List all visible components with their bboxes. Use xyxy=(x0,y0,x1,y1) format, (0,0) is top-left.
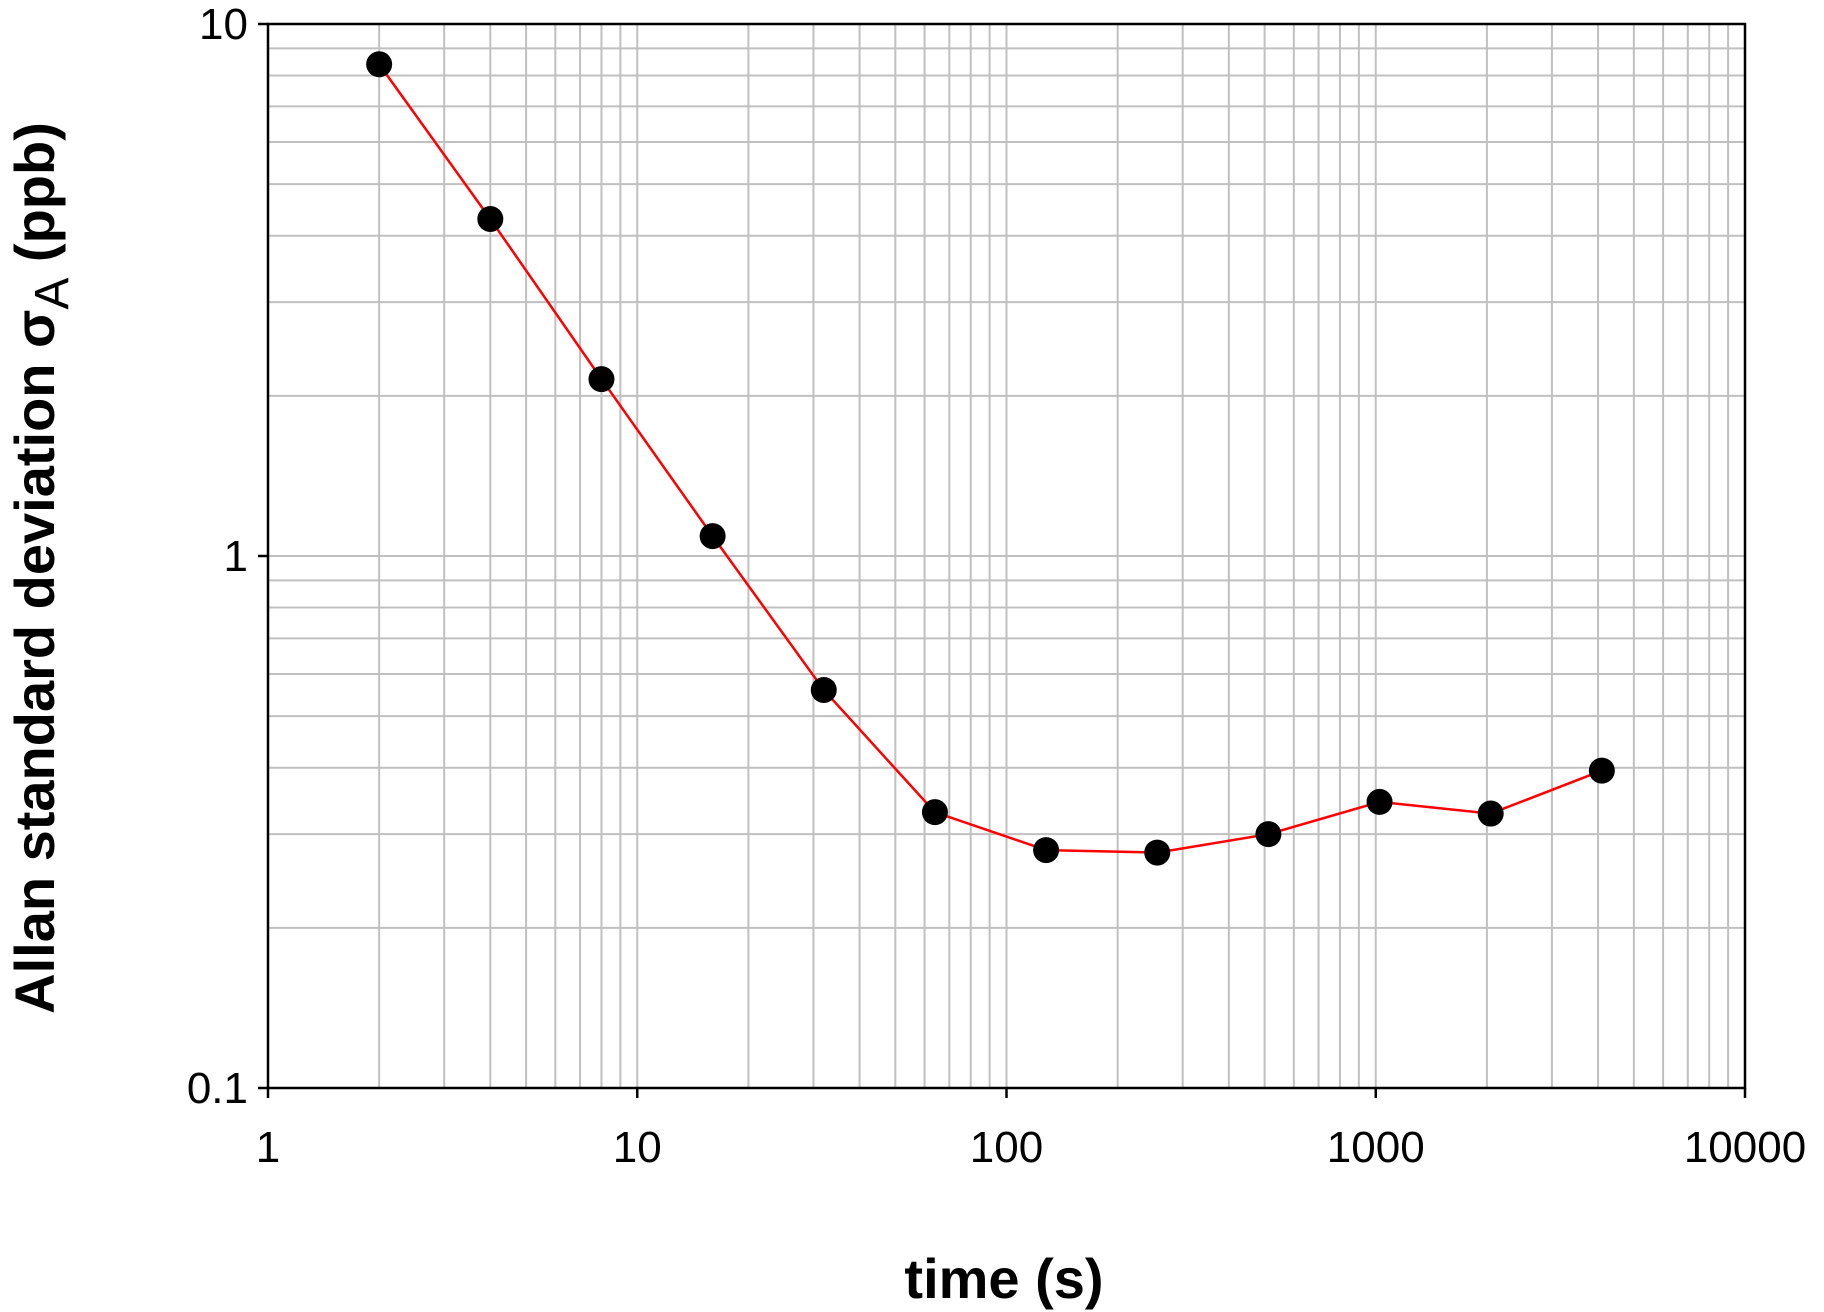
y-axis-title-subscript: A xyxy=(26,278,79,310)
y-tick-labels: 0.1 1 10 xyxy=(187,0,248,1113)
y-tick-label: 1 xyxy=(224,532,248,581)
grid-lines xyxy=(268,24,1745,1088)
axis-ticks xyxy=(258,22,1747,1098)
data-point xyxy=(810,676,837,703)
y-tick-label: 10 xyxy=(199,0,248,49)
data-point xyxy=(1255,821,1282,848)
x-tick-label: 1 xyxy=(256,1123,280,1172)
data-point xyxy=(699,523,726,550)
y-axis-title-suffix: (ppb) xyxy=(3,122,66,277)
data-point-layer xyxy=(366,51,1615,866)
x-tick-label: 100 xyxy=(970,1123,1043,1172)
data-point xyxy=(1588,757,1615,784)
data-point xyxy=(366,51,393,78)
x-tick-label: 10000 xyxy=(1684,1123,1806,1172)
y-tick-label: 0.1 xyxy=(187,1064,248,1113)
series-line-layer xyxy=(378,63,1603,854)
series-line xyxy=(378,63,1603,854)
data-point xyxy=(1033,837,1060,864)
x-tick-labels: 1 10 100 1000 10000 xyxy=(256,1123,1806,1172)
data-point xyxy=(1144,839,1171,866)
x-tick-label: 10 xyxy=(613,1123,662,1172)
data-point xyxy=(588,366,615,393)
x-tick-label: 1000 xyxy=(1327,1123,1425,1172)
data-point xyxy=(921,799,948,826)
data-point xyxy=(1366,788,1393,815)
data-point xyxy=(1477,800,1504,827)
y-axis-title: Allan standard deviation σA (ppb) xyxy=(3,122,79,1014)
data-point xyxy=(477,205,504,232)
y-axis-title-prefix: Allan standard deviation σ xyxy=(3,310,66,1014)
x-axis-title: time (s) xyxy=(904,1247,1103,1310)
